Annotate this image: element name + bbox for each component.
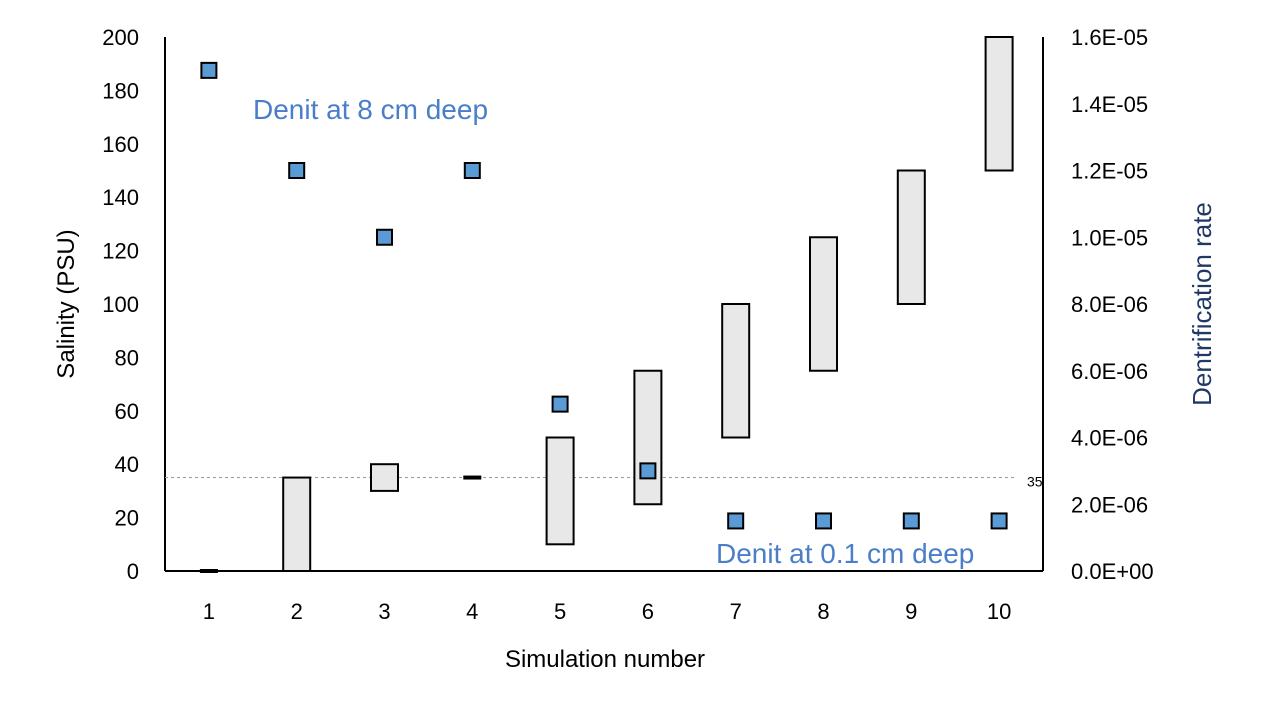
salinity-range-bar-7 <box>721 303 751 439</box>
salinity-range-bars <box>199 36 1014 573</box>
x-tick-label: 4 <box>466 599 478 624</box>
left-y-tick-label: 20 <box>115 506 139 531</box>
x-tick-label: 9 <box>905 599 917 624</box>
left-y-tick-label: 180 <box>102 78 139 103</box>
denitrification-markers <box>200 61 1008 530</box>
denitrification-marker-8 <box>815 512 832 530</box>
denitrification-marker-4 <box>463 162 481 179</box>
denitrification-marker-5 <box>551 395 569 413</box>
salinity-range-bar-9 <box>896 169 926 305</box>
x-tick-label: 5 <box>554 599 566 624</box>
left-y-tick-label: 80 <box>115 345 139 370</box>
annotation-denit-0-1cm: Denit at 0.1 cm deep <box>716 538 974 569</box>
right-y-tick-label: 1.6E-05 <box>1071 25 1148 50</box>
salinity-range-bar-10 <box>984 36 1014 172</box>
x-axis-title: Simulation number <box>505 646 705 673</box>
right-y-axis-title: Dentrification rate <box>1187 202 1217 406</box>
reference-line-label: 35 <box>1027 474 1043 490</box>
denitrification-marker-9 <box>902 512 920 530</box>
salinity-range-bar-4 <box>463 475 482 480</box>
left-y-tick-label: 0 <box>127 559 139 584</box>
right-y-tick-label: 1.0E-05 <box>1071 225 1148 250</box>
right-y-tick-label: 2.0E-06 <box>1071 492 1148 517</box>
right-y-tick-labels: 0.0E+00 2.0E-06 4.0E-06 6.0E-06 8.0E-06 1.0E-… <box>1071 25 1154 584</box>
left-y-tick-label: 40 <box>115 452 139 477</box>
denitrification-marker-3 <box>376 228 393 246</box>
denitrification-marker-2 <box>288 162 306 179</box>
salinity-range-bar-6 <box>633 369 663 506</box>
left-y-tick-label: 60 <box>115 399 139 424</box>
left-y-tick-label: 120 <box>102 239 139 264</box>
salinity-range-bar-8 <box>809 236 838 372</box>
left-y-tick-label: 140 <box>102 185 139 210</box>
x-tick-label: 7 <box>730 599 742 624</box>
x-tick-label: 3 <box>378 599 390 624</box>
right-y-tick-label: 6.0E-06 <box>1071 359 1148 384</box>
salinity-range-bar-5 <box>545 436 575 546</box>
salinity-range-bar-1 <box>199 569 218 573</box>
salinity-range-bar-2 <box>282 476 312 572</box>
x-tick-label: 10 <box>987 599 1011 624</box>
left-y-tick-label: 200 <box>102 25 139 50</box>
x-tick-labels: 1 2 3 4 5 6 7 8 9 10 <box>203 599 1012 624</box>
denitrification-marker-10 <box>990 512 1008 530</box>
denitrification-marker-7 <box>727 512 745 530</box>
annotation-denit-8cm: Denit at 8 cm deep <box>253 94 488 125</box>
left-y-tick-labels: 0 20 40 60 80 100 120 140 160 180 200 <box>102 25 139 584</box>
denitrification-marker-6 <box>639 462 657 480</box>
right-y-tick-label: 0.0E+00 <box>1071 559 1154 584</box>
right-y-tick-label: 1.2E-05 <box>1071 159 1148 184</box>
denitrification-marker-1 <box>200 61 218 79</box>
salinity-range-bar-3 <box>370 463 399 492</box>
x-tick-label: 1 <box>203 599 215 624</box>
x-tick-label: 6 <box>642 599 654 624</box>
y-axis-title: Salinity (PSU) <box>53 229 80 378</box>
right-y-tick-label: 4.0E-06 <box>1071 426 1148 451</box>
x-tick-label: 8 <box>817 599 829 624</box>
left-y-tick-label: 100 <box>102 292 139 317</box>
right-y-tick-label: 1.4E-05 <box>1071 92 1148 117</box>
right-y-tick-label: 8.0E-06 <box>1071 292 1148 317</box>
x-tick-label: 2 <box>291 599 303 624</box>
left-y-tick-label: 160 <box>102 132 139 157</box>
